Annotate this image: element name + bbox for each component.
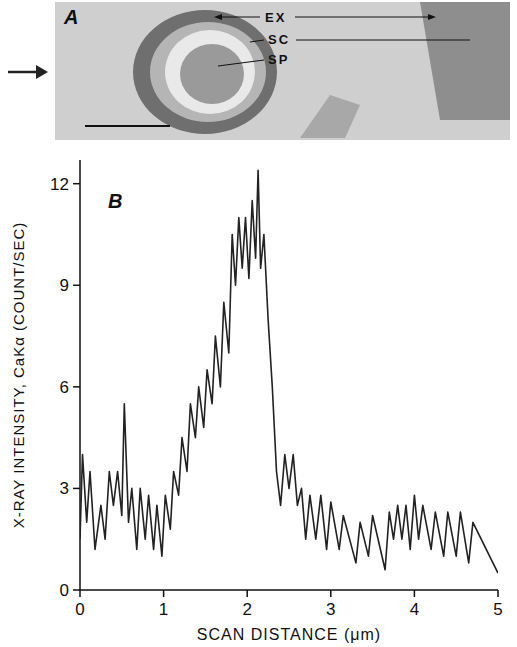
x-tick xyxy=(163,590,165,597)
leader xyxy=(220,17,260,18)
neighbor-cell xyxy=(300,95,360,138)
x-tick xyxy=(79,590,81,597)
micrograph-label: SC xyxy=(268,32,290,47)
x-tick-label: 5 xyxy=(493,600,502,619)
leader xyxy=(250,40,264,42)
y-tick xyxy=(73,285,80,287)
neighbor-cell xyxy=(420,2,510,120)
x-axis xyxy=(80,589,498,591)
y-tick-label: 9 xyxy=(60,276,69,295)
leader xyxy=(295,17,430,18)
x-tick-label: 2 xyxy=(242,600,251,619)
arrow-head xyxy=(36,65,48,79)
sperm-coat xyxy=(165,30,255,114)
y-tick-label: 3 xyxy=(60,479,69,498)
micrograph-background xyxy=(55,2,510,140)
x-tick-label: 0 xyxy=(75,600,84,619)
data-line xyxy=(80,170,498,573)
y-tick xyxy=(73,589,80,591)
figure: AEXSCSP036912012345SCAN DISTANCE (μm)X-R… xyxy=(0,0,517,647)
leader xyxy=(296,40,470,41)
leader-head xyxy=(428,14,436,20)
micrograph-label: EX xyxy=(265,10,286,25)
scale-bar xyxy=(85,125,170,127)
leader xyxy=(218,60,264,66)
panel-letter: A xyxy=(63,6,78,28)
x-tick xyxy=(414,590,416,597)
plot-area xyxy=(80,170,498,573)
y-tick xyxy=(73,183,80,185)
x-tick xyxy=(330,590,332,597)
y-tick-label: 12 xyxy=(50,175,69,194)
x-tick-label: 4 xyxy=(410,600,419,619)
figure-root: AEXSCSP036912012345SCAN DISTANCE (μm)X-R… xyxy=(0,0,517,647)
chart-panel: 036912012345SCAN DISTANCE (μm)X-RAY INTE… xyxy=(10,160,503,643)
x-axis-title: SCAN DISTANCE (μm) xyxy=(197,626,381,643)
micrograph-label: SP xyxy=(268,52,289,67)
y-tick xyxy=(73,488,80,490)
x-tick xyxy=(497,590,499,597)
x-tick xyxy=(246,590,248,597)
x-tick-label: 3 xyxy=(326,600,335,619)
y-tick-label: 6 xyxy=(60,378,69,397)
sperm xyxy=(180,44,244,104)
ring xyxy=(150,22,266,122)
panel-letter: B xyxy=(108,190,122,212)
exine xyxy=(133,10,277,134)
leader-head xyxy=(214,14,222,20)
y-axis-title: X-RAY INTENSITY, CaKα (COUNT/SEC) xyxy=(10,222,27,529)
y-tick xyxy=(73,386,80,388)
micrograph-panel: A EX SC SP xyxy=(8,2,510,140)
x-tick-label: 1 xyxy=(159,600,168,619)
y-tick-label: 0 xyxy=(60,581,69,600)
